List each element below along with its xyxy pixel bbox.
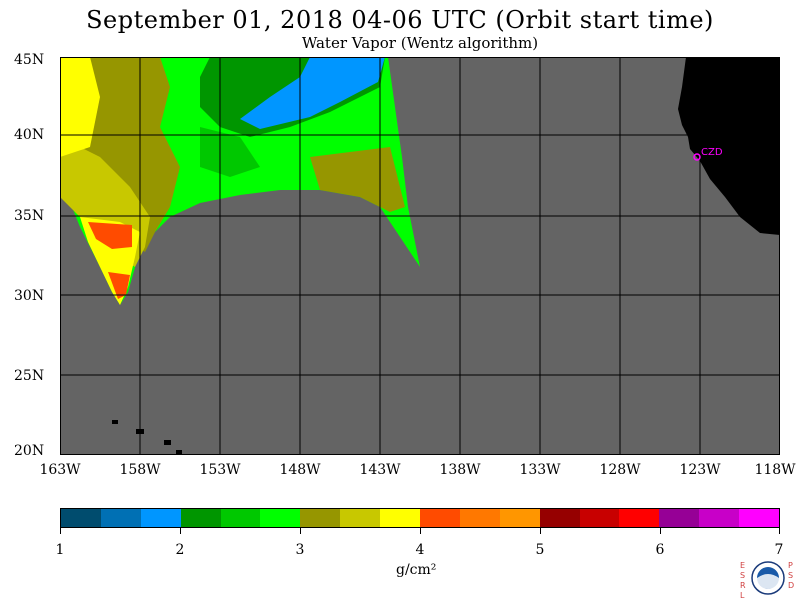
colorbar-cell <box>340 509 381 527</box>
colorbar-cell <box>61 509 101 527</box>
map-title: September 01, 2018 04-06 UTC (Orbit star… <box>86 6 714 34</box>
esrl-letter-r: R <box>740 581 746 590</box>
lon-label-143w: 143W <box>359 462 401 478</box>
lat-label-45n: 45N <box>14 52 45 68</box>
lon-label-128w: 128W <box>599 462 641 478</box>
colorbar-label-2: 2 <box>175 542 185 558</box>
lon-label-153w: 153W <box>199 462 241 478</box>
psd-letter-p: P <box>788 561 793 570</box>
colorbar-tick <box>180 528 181 534</box>
map-grid <box>60 57 780 455</box>
colorbar-label-1: 1 <box>55 542 65 558</box>
lon-label-163w: 163W <box>39 462 81 478</box>
lon-label-138w: 138W <box>439 462 481 478</box>
colorbar-cell <box>659 509 700 527</box>
colorbar-cell <box>579 509 620 527</box>
colorbar-tick <box>779 528 780 534</box>
colorbar-tick <box>60 528 61 534</box>
colorbar-cell <box>140 509 181 527</box>
lon-label-118w: 118W <box>754 462 796 478</box>
lat-label-40n: 40N <box>14 127 45 143</box>
colorbar-cell <box>380 509 421 527</box>
psd-letter-d: D <box>788 581 794 590</box>
colorbar <box>60 508 780 528</box>
colorbar-cell <box>100 509 141 527</box>
colorbar-cell <box>619 509 660 527</box>
colorbar-tick <box>300 528 301 534</box>
colorbar-tick <box>420 528 421 534</box>
colorbar-cell <box>300 509 341 527</box>
colorbar-cell <box>739 509 780 527</box>
colorbar-tick <box>540 528 541 534</box>
colorbar-label-7: 7 <box>774 542 784 558</box>
map-subtitle: Water Vapor (Wentz algorithm) <box>301 34 539 52</box>
esrl-letter-l: L <box>740 591 745 600</box>
station-marker <box>693 153 701 161</box>
north-america-land <box>678 57 780 235</box>
colorbar-cell <box>499 509 540 527</box>
esrl-letter-e: E <box>740 561 745 570</box>
colorbar-label-6: 6 <box>655 542 665 558</box>
lat-label-30n: 30N <box>14 288 45 304</box>
water-vapor-map: CZD <box>60 57 780 455</box>
psd-letter-s: S <box>788 571 793 580</box>
colorbar-label-4: 4 <box>415 542 425 558</box>
esrl-letter-s: S <box>740 571 745 580</box>
colorbar-units: g/cm² <box>396 562 437 578</box>
lon-label-148w: 148W <box>279 462 321 478</box>
colorbar-label-5: 5 <box>535 542 545 558</box>
lon-label-123w: 123W <box>679 462 721 478</box>
lon-label-133w: 133W <box>519 462 561 478</box>
lat-label-25n: 25N <box>14 368 45 384</box>
colorbar-cell <box>459 509 500 527</box>
lat-label-20n: 20N <box>14 443 45 459</box>
colorbar-cell <box>420 509 460 527</box>
lat-label-35n: 35N <box>14 208 45 224</box>
station-label: CZD <box>701 147 723 158</box>
colorbar-tick <box>660 528 661 534</box>
colorbar-label-3: 3 <box>295 542 305 558</box>
colorbar-cell <box>180 509 221 527</box>
colorbar-cell <box>220 509 261 527</box>
colorbar-cell <box>260 509 301 527</box>
colorbar-cell <box>699 509 740 527</box>
lon-label-158w: 158W <box>119 462 161 478</box>
data-swath <box>60 57 420 305</box>
colorbar-cell <box>539 509 580 527</box>
noaa-logo: E S R L P S D <box>740 561 794 600</box>
